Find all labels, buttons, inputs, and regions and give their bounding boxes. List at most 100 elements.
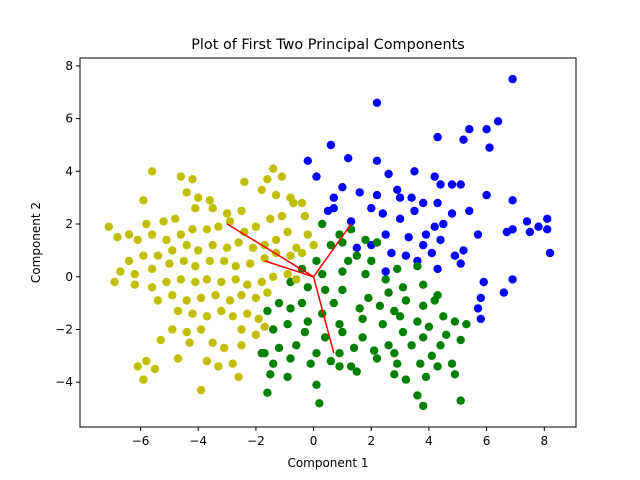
scatter-point-s2-100 bbox=[182, 327, 191, 337]
scatter-point-s0-21 bbox=[395, 193, 405, 202]
scatter-point-s2-104 bbox=[185, 338, 194, 347]
scatter-point-s2-21 bbox=[124, 230, 134, 239]
scatter-point-s1-95 bbox=[450, 370, 460, 379]
scatter-point-s2-38 bbox=[300, 211, 310, 221]
scatter-point-s0-49 bbox=[404, 233, 413, 242]
scatter-point-s2-75 bbox=[202, 275, 212, 284]
scatter-point-s2-35 bbox=[277, 211, 287, 221]
scatter-point-s0-40 bbox=[439, 219, 448, 229]
scatter-point-s2-45 bbox=[208, 240, 217, 250]
scatter-point-s0-23 bbox=[447, 180, 457, 189]
scatter-point-s0-0 bbox=[508, 74, 517, 84]
scatter-point-s1-82 bbox=[421, 372, 431, 382]
scatter-point-s1-8 bbox=[367, 256, 376, 266]
scatter-point-s1-35 bbox=[297, 298, 307, 308]
scatter-point-s1-60 bbox=[274, 343, 284, 353]
scatter-point-s2-90 bbox=[251, 293, 261, 303]
scatter-point-s2-109 bbox=[133, 362, 142, 371]
scatter-point-s2-18 bbox=[171, 214, 180, 223]
scatter-point-s0-71 bbox=[545, 248, 555, 258]
scatter-point-s1-41 bbox=[358, 314, 367, 324]
x-axis-ticks: −6 −4 −2 0 2 4 6 8 bbox=[132, 427, 548, 448]
scatter-point-s0-54 bbox=[352, 243, 361, 252]
scatter-point-s2-3 bbox=[269, 164, 278, 173]
scatter-point-s2-59 bbox=[220, 256, 229, 266]
scatter-point-s0-5 bbox=[482, 125, 491, 134]
scatter-point-s2-76 bbox=[217, 277, 226, 287]
scatter-point-s1-31 bbox=[375, 301, 385, 310]
scatter-point-s0-37 bbox=[346, 217, 356, 226]
scatter-point-s2-72 bbox=[162, 277, 171, 287]
y-tick-label-1: −2 bbox=[55, 323, 73, 337]
scatter-point-s1-18 bbox=[398, 283, 408, 292]
scatter-point-s2-12 bbox=[271, 190, 281, 200]
scatter-point-s1-14 bbox=[361, 269, 370, 279]
scatter-point-s0-67 bbox=[499, 288, 509, 297]
y-axis-ticks: −4 −2 0 2 4 6 8 bbox=[55, 59, 80, 389]
scatter-point-s0-65 bbox=[508, 275, 517, 284]
scatter-point-s2-107 bbox=[156, 335, 165, 345]
scatter-point-s2-106 bbox=[237, 341, 246, 350]
scatter-point-s0-13 bbox=[312, 172, 321, 181]
scatter-point-s2-17 bbox=[191, 204, 200, 213]
scatter-point-s2-43 bbox=[234, 238, 243, 247]
scatter-point-s1-53 bbox=[358, 333, 367, 342]
x-tick-label-0: −6 bbox=[132, 434, 150, 448]
scatter-point-s1-12 bbox=[318, 269, 327, 279]
scatter-point-s1-90 bbox=[312, 380, 321, 389]
scatter-point-s2-39 bbox=[283, 227, 292, 237]
scatter-point-s0-38 bbox=[395, 214, 405, 223]
scatter-point-s1-51 bbox=[398, 327, 408, 337]
scatter-point-s0-56 bbox=[387, 248, 396, 258]
scatter-point-s1-92 bbox=[419, 401, 428, 411]
scatter-point-s1-6 bbox=[372, 238, 382, 247]
scatter-point-s2-25 bbox=[147, 230, 157, 239]
scatter-point-s0-47 bbox=[502, 227, 511, 237]
scatter-point-s1-0 bbox=[318, 219, 327, 229]
scatter-point-s2-47 bbox=[182, 240, 191, 250]
scatter-point-s1-25 bbox=[419, 280, 428, 289]
x-tick-label-3: 0 bbox=[310, 434, 318, 448]
x-tick-label-1: −4 bbox=[189, 434, 207, 448]
scatter-point-s1-69 bbox=[456, 335, 465, 345]
scatter-point-s2-65 bbox=[297, 248, 307, 258]
scatter-point-s1-83 bbox=[401, 375, 411, 384]
y-tick-label-4: 4 bbox=[65, 164, 73, 178]
scatter-point-s0-8 bbox=[326, 140, 336, 150]
scatter-point-s2-119 bbox=[260, 322, 269, 331]
scatter-point-s2-22 bbox=[104, 222, 114, 231]
scatter-point-s1-74 bbox=[346, 362, 356, 371]
scatter-point-s1-78 bbox=[269, 359, 278, 368]
scatter-point-s1-48 bbox=[462, 320, 471, 329]
scatter-point-s0-70 bbox=[476, 314, 485, 324]
scatter-point-s0-42 bbox=[543, 214, 552, 223]
scatter-point-s2-61 bbox=[245, 259, 255, 268]
scatter-point-s2-105 bbox=[208, 338, 217, 347]
scatter-point-s2-58 bbox=[205, 256, 214, 266]
scatter-point-s2-69 bbox=[110, 277, 119, 287]
scatter-point-s2-60 bbox=[231, 262, 240, 271]
scatter-point-s1-32 bbox=[355, 304, 364, 313]
scatter-point-s0-52 bbox=[381, 230, 390, 239]
scatter-point-s2-92 bbox=[173, 306, 183, 316]
x-tick-label-2: −2 bbox=[247, 434, 265, 448]
scatter-point-s1-16 bbox=[393, 264, 402, 274]
scatter-point-s0-17 bbox=[338, 183, 347, 192]
scatter-point-s2-87 bbox=[211, 291, 220, 300]
scatter-point-s2-112 bbox=[214, 362, 223, 371]
scatter-point-s2-101 bbox=[196, 325, 206, 334]
scatter-point-s1-19 bbox=[384, 288, 393, 297]
scatter-point-s1-50 bbox=[419, 333, 428, 342]
scatter-point-s1-37 bbox=[274, 298, 284, 308]
scatter-point-s1-79 bbox=[257, 349, 266, 358]
scatter-point-s2-88 bbox=[225, 296, 235, 305]
scatter-point-s2-20 bbox=[142, 219, 151, 229]
scatter-point-s1-72 bbox=[393, 359, 402, 368]
scatter-point-s1-66 bbox=[390, 349, 399, 358]
y-tick-label-5: 6 bbox=[65, 112, 73, 126]
scatter-point-s0-26 bbox=[482, 190, 491, 200]
scatter-point-s0-4 bbox=[433, 132, 442, 142]
scatter-point-s0-29 bbox=[367, 204, 376, 213]
scatter-point-s2-24 bbox=[133, 235, 142, 245]
